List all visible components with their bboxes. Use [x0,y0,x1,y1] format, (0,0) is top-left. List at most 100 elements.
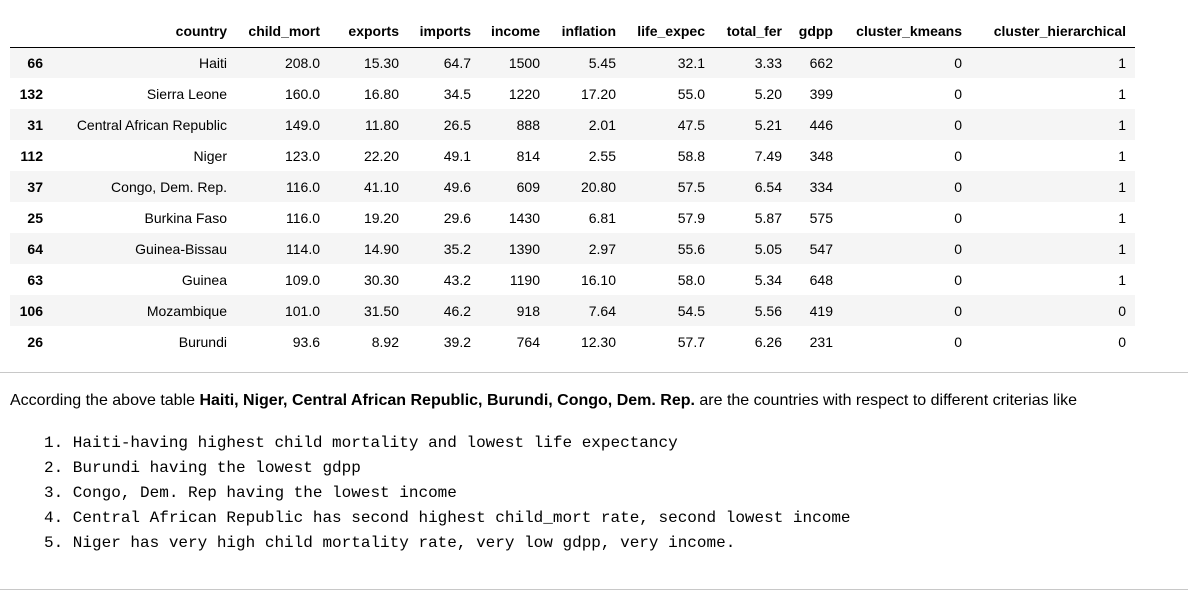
table-row: 37 Congo, Dem. Rep. 116.0 41.10 49.6 609 20.80… [10,171,1135,202]
cell-total-fer: 5.21 [754,116,782,133]
cell-cluster-kmeans: 0 [954,209,962,226]
header-cluster-hierarchical: cluster_hierarchical [971,16,1135,48]
markdown-intro: According the above table Haiti, Niger, … [10,391,1185,411]
cell-exports: 15.30 [363,54,399,71]
table-row: 25 Burkina Faso 116.0 19.20 29.6 1430 6.81 57.9… [10,202,1135,233]
cell-imports: 46.2 [443,302,471,319]
cell-life-expec: 54.5 [677,302,705,319]
header-gdpp: gdpp [791,16,842,48]
cell-cluster-kmeans: 0 [954,147,962,164]
cell-cluster-hierarchical: 1 [1118,54,1126,71]
dataframe-table: country child_mort exports imports incom… [10,16,1135,357]
cell-country: Niger [193,147,227,164]
cell-child-mort: 116.0 [286,178,320,195]
table-row: 66 Haiti 208.0 15.30 64.7 1500 5.45 32.1 3.33 662… [10,47,1135,78]
list-item: 5. Niger has very high child mortality r… [44,534,736,552]
list-item: 2. Burundi having the lowest gdpp [44,459,361,477]
cell-inflation: 5.45 [588,54,616,71]
cell-country: Sierra Leone [146,85,227,102]
cell-inflation: 2.55 [588,147,616,164]
cell-imports: 39.2 [443,333,471,350]
cell-cluster-hierarchical: 1 [1118,147,1126,164]
cell-income: 1430 [508,209,540,226]
cell-country: Central African Republic [76,116,227,133]
row-index: 26 [27,333,43,350]
header-income: income [480,16,549,48]
cell-cluster-hierarchical: 1 [1118,178,1126,195]
cell-child-mort: 149.0 [284,116,320,133]
cell-exports: 11.80 [365,116,399,133]
cell-gdpp: 662 [809,54,833,71]
cell-total-fer: 5.87 [754,209,782,226]
cell-inflation: 7.64 [588,302,616,319]
cell-gdpp: 648 [809,271,833,288]
cell-cluster-hierarchical: 0 [1118,302,1126,319]
cell-total-fer: 3.33 [754,54,782,71]
cell-life-expec: 55.0 [677,85,705,102]
cell-country: Mozambique [146,302,227,319]
header-country: country [52,16,236,48]
header-inflation: inflation [549,16,625,48]
cell-income: 1500 [508,54,540,71]
cell-cluster-kmeans: 0 [954,271,962,288]
row-index: 25 [27,209,43,226]
cell-child-mort: 208.0 [284,54,320,71]
cell-country: Burundi [178,333,227,350]
cell-imports: 43.2 [443,271,471,288]
cell-total-fer: 5.56 [754,302,782,319]
intro-countries: Haiti, Niger, Central African Republic, … [199,392,695,409]
cell-imports: 49.6 [443,178,471,195]
cell-life-expec: 55.6 [677,240,705,257]
row-index: 64 [27,240,43,257]
cell-inflation: 16.10 [580,271,616,288]
cell-cluster-kmeans: 0 [954,178,962,195]
cell-child-mort: 109.0 [284,271,320,288]
cell-divider [0,589,1188,590]
cell-cluster-hierarchical: 1 [1118,116,1126,133]
cell-imports: 34.5 [443,85,471,102]
cell-exports: 8.92 [371,333,399,350]
cell-cluster-kmeans: 0 [954,85,962,102]
cell-cluster-hierarchical: 1 [1118,240,1126,257]
cell-income: 1390 [508,240,540,257]
table-row: 112 Niger 123.0 22.20 49.1 814 2.55 58.8 7.49 348… [10,140,1135,171]
list-item: 1. Haiti-having highest child mortality … [44,434,678,452]
cell-inflation: 20.80 [580,178,616,195]
cell-life-expec: 47.5 [677,116,705,133]
cell-life-expec: 57.7 [677,333,705,350]
cell-life-expec: 58.8 [677,147,705,164]
cell-exports: 14.90 [363,240,399,257]
cell-country: Guinea [181,271,227,288]
intro-prefix: According the above table [10,392,200,409]
row-index: 132 [19,85,43,102]
cell-gdpp: 419 [809,302,833,319]
table-row: 63 Guinea 109.0 30.30 43.2 1190 16.10 58.0 5.34 6… [10,264,1135,295]
header-total-fer: total_fer [714,16,791,48]
cell-cluster-kmeans: 0 [954,240,962,257]
cell-income: 1220 [508,85,540,102]
cell-country: Haiti [198,54,227,71]
cell-exports: 41.10 [363,178,399,195]
cell-inflation: 2.01 [588,116,616,133]
cell-income: 918 [516,302,540,319]
cell-life-expec: 57.9 [677,209,705,226]
cell-inflation: 6.81 [588,209,616,226]
row-index: 106 [19,302,43,319]
cell-country: Burkina Faso [144,209,227,226]
cell-inflation: 17.20 [580,85,616,102]
header-imports: imports [408,16,480,48]
list-item: 3. Congo, Dem. Rep having the lowest inc… [44,484,457,502]
cell-gdpp: 547 [809,240,833,257]
table-row: 64 Guinea-Bissau 114.0 14.90 35.2 1390 2.97 55.… [10,233,1135,264]
table-row: 31 Central African Republic 149.0 11.80 26.5… [10,109,1135,140]
cell-life-expec: 57.5 [677,178,705,195]
cell-income: 814 [516,147,540,164]
cell-imports: 26.5 [443,116,471,133]
cell-total-fer: 6.54 [754,178,782,195]
cell-income: 888 [516,116,540,133]
cell-child-mort: 116.0 [286,209,320,226]
cell-child-mort: 123.0 [284,147,320,164]
table-header-row: country child_mort exports imports incom… [10,16,1135,48]
cell-imports: 49.1 [443,147,471,164]
cell-gdpp: 399 [809,85,833,102]
